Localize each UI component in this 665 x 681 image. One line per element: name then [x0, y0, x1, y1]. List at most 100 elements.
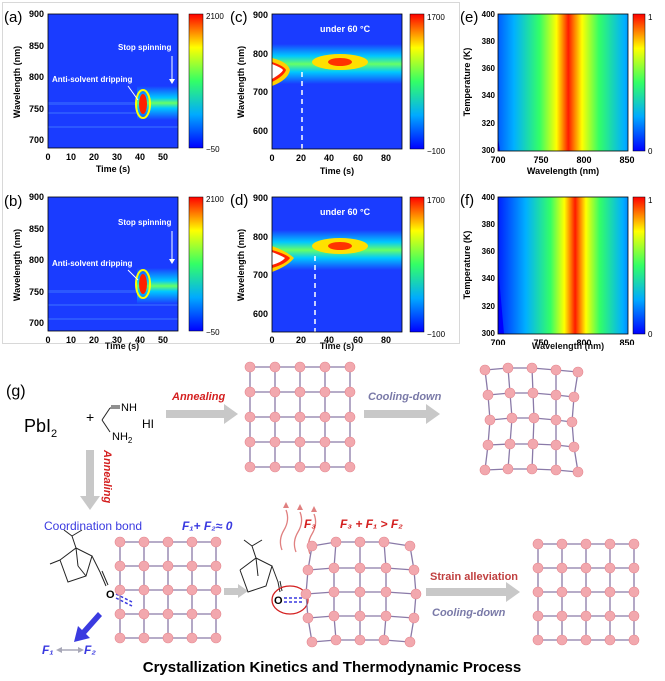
svg-text:1: 1 [648, 13, 653, 22]
svg-text:850: 850 [29, 41, 44, 51]
svg-text:0: 0 [45, 335, 50, 345]
svg-text:−100: −100 [427, 147, 446, 156]
svg-text:360: 360 [482, 64, 496, 73]
svg-text:300: 300 [482, 329, 496, 338]
svg-text:1700: 1700 [427, 196, 445, 205]
svg-text:300: 300 [482, 146, 496, 155]
svg-text:40: 40 [135, 335, 145, 345]
figure-border [2, 2, 460, 344]
annot-b-drip: Anti-solvent dripping [52, 259, 133, 268]
svg-text:20: 20 [89, 335, 99, 345]
ylabel-d: Wavelength (nm) [236, 229, 246, 301]
svg-text:340: 340 [482, 274, 496, 283]
panel-e: 1 0 400 380 360 340 320 300 700 750 800 … [460, 9, 653, 176]
svg-text:60: 60 [353, 335, 363, 345]
coordination-bond-2 [284, 597, 302, 603]
svg-text:50: 50 [158, 152, 168, 162]
cbar-a-min: −50 [206, 145, 220, 154]
svg-text:40: 40 [135, 152, 145, 162]
xlabel-d: Time (s) [319, 341, 355, 351]
svg-text:HI: HI [142, 417, 154, 431]
ylabel-b: Wavelength (nm) [12, 229, 22, 301]
lattice-1-nodes [244, 361, 356, 473]
svg-text:700: 700 [29, 318, 44, 328]
panel-f: 1 0 400 380 360 340 320 300 700 750 800 … [460, 192, 653, 345]
scheme-caption: Crystallization Kinetics and Thermodynam… [143, 659, 521, 676]
svg-text:700: 700 [29, 135, 44, 145]
heatmap-f [498, 197, 628, 334]
svg-text:340: 340 [482, 91, 496, 100]
svg-text:0: 0 [269, 153, 274, 163]
svg-text:20: 20 [296, 153, 306, 163]
svg-text:320: 320 [482, 119, 496, 128]
eq2: F₃ + F₁ > F₂ [340, 517, 403, 531]
heatmap-a [48, 14, 178, 148]
lattice-2-nodes [479, 362, 584, 478]
ylabel-e: Temperature (K) [462, 48, 472, 117]
colorbar-b [188, 196, 204, 332]
svg-text:20: 20 [89, 152, 99, 162]
highlight-circle [271, 585, 309, 615]
svg-text:850: 850 [29, 224, 44, 234]
colorbar-a [188, 13, 204, 149]
colorbar-e [632, 13, 646, 152]
svg-text:800: 800 [253, 49, 268, 59]
cbar-a-max: 2100 [206, 12, 224, 21]
fa-molecule [101, 405, 120, 433]
scheme-g: (g) PbI2 + NH NH2 HI Annealing Cooling-d… [6, 361, 640, 676]
svg-text:10: 10 [66, 335, 76, 345]
svg-text:600: 600 [253, 126, 268, 136]
svg-text:380: 380 [482, 37, 496, 46]
annot-c: under 60 °C [320, 24, 371, 34]
svg-text:1700: 1700 [427, 13, 445, 22]
panel-label-g: (g) [6, 383, 26, 400]
panel-b: 2100 −50 Anti-solvent dripping Stop spin… [4, 192, 224, 345]
svg-text:0: 0 [648, 330, 653, 339]
panel-label-d: (d) [230, 192, 248, 209]
annealing-label-v: Annealing [101, 449, 113, 503]
svg-text:0: 0 [269, 335, 274, 345]
annealing-label-h: Annealing [171, 391, 225, 403]
svg-text:750: 750 [29, 104, 44, 114]
svg-text:O: O [274, 595, 283, 607]
svg-text:600: 600 [253, 309, 268, 319]
panel-label-b: (b) [4, 193, 22, 210]
xlabel-a: Time (s) [96, 164, 130, 174]
svg-text:0: 0 [648, 147, 653, 156]
panel-label-a: (a) [4, 9, 22, 26]
svg-text:800: 800 [29, 72, 44, 82]
annot-a-stop: Stop spinning [118, 43, 171, 52]
colorbar-c [409, 13, 425, 150]
svg-text:750: 750 [533, 338, 548, 345]
svg-text:60: 60 [353, 153, 363, 163]
svg-text:850: 850 [619, 155, 634, 165]
svg-text:40: 40 [324, 335, 334, 345]
panel-c: 1700 −100 under 60 °C 900 800 700 600 0 … [230, 9, 446, 176]
annot-a-drip: Anti-solvent dripping [52, 75, 133, 84]
svg-text:700: 700 [253, 270, 268, 280]
xlabel-c: Time (s) [320, 166, 354, 176]
svg-text:800: 800 [29, 255, 44, 265]
svg-text:−50: −50 [206, 328, 220, 337]
svg-text:NH2: NH2 [112, 431, 133, 445]
panel-a: 2100 −50 Anti-solvent dripping Stop spin… [4, 9, 224, 174]
svg-text:2100: 2100 [206, 195, 224, 204]
ylabel-f: Temperature (K) [462, 231, 472, 300]
x-ticks-a: 0 10 20 30 40 50 [45, 152, 168, 162]
svg-text:50: 50 [158, 335, 168, 345]
heatmap-e [498, 14, 628, 151]
coordination-bond-1 [115, 593, 133, 607]
svg-text:900: 900 [29, 192, 44, 202]
colorbar-d [409, 196, 425, 333]
reactant-pbi2: PbI2 [24, 416, 57, 440]
svg-text:700: 700 [253, 87, 268, 97]
lattice-3-nodes [114, 536, 222, 644]
panel-label-e: (e) [460, 9, 478, 26]
svg-text:20: 20 [296, 335, 306, 345]
svg-text:NH: NH [121, 402, 137, 414]
molecule-2 [239, 539, 283, 593]
svg-text:800: 800 [576, 338, 591, 345]
y-ticks-a: 900 850 800 750 700 [29, 9, 44, 145]
svg-text:30: 30 [112, 152, 122, 162]
svg-text:800: 800 [253, 232, 268, 242]
